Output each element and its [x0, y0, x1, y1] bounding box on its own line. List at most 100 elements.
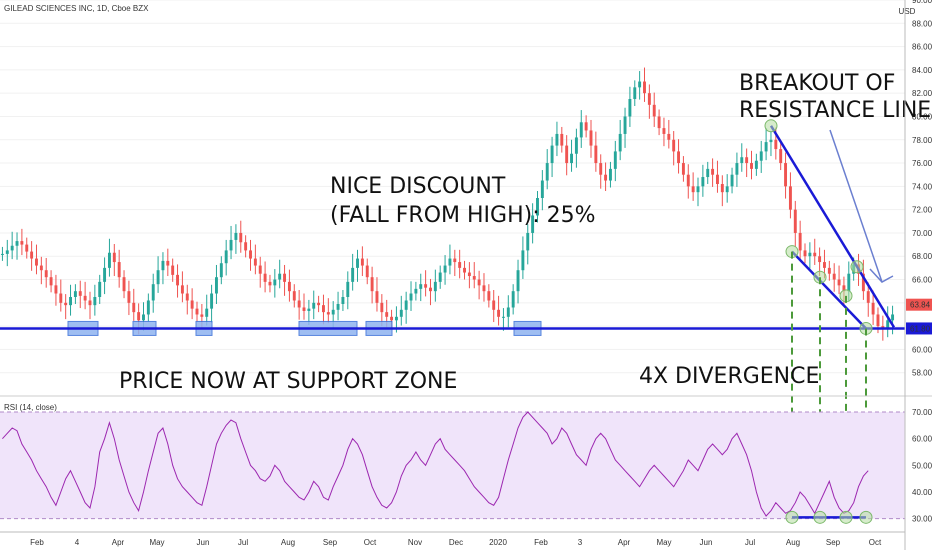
candle-body	[142, 314, 145, 321]
candle-body	[385, 312, 389, 317]
candle-body	[574, 137, 578, 154]
candle-body	[492, 300, 496, 310]
candle-body	[380, 302, 384, 313]
rsi-pivot-marker	[839, 510, 853, 524]
time-tick-label: Nov	[408, 538, 422, 547]
candle-body	[229, 239, 233, 251]
price-tick-label: 58.00	[912, 369, 932, 378]
candle-body	[263, 273, 267, 282]
candle-body	[458, 262, 462, 268]
rsi-pane: 30.00 40.00 50.00 60.00 70.00 RSI (14, close…	[0, 403, 932, 524]
candle-body	[652, 104, 656, 117]
time-tick-label: May	[149, 538, 164, 547]
candle-body	[224, 250, 228, 264]
price-tick-label: 70.00	[912, 229, 932, 238]
price-tick-label: 74.00	[912, 182, 932, 191]
candle-body	[730, 174, 734, 187]
candle-body	[584, 122, 588, 131]
candle-body	[633, 87, 637, 99]
price-tick-label: 76.00	[912, 159, 932, 168]
candle-body	[151, 284, 155, 301]
time-tick-label: Feb	[30, 538, 44, 547]
candle-body	[847, 273, 851, 292]
candle-body	[570, 153, 573, 164]
rsi-line	[2, 411, 869, 517]
candle-body	[30, 251, 34, 259]
time-tick-label: May	[656, 538, 671, 547]
candle-body	[798, 232, 802, 251]
candle-body	[239, 232, 243, 243]
candle-body	[803, 250, 807, 257]
candle-body	[244, 242, 248, 251]
candle-body	[754, 160, 758, 169]
candle-body	[234, 232, 238, 240]
breakout-annotation-line2: RESISTANCE LINE	[739, 98, 931, 123]
candle-body	[774, 139, 778, 150]
candle-body	[647, 93, 651, 105]
candle-body	[808, 252, 812, 257]
rsi-pivot-marker	[813, 510, 827, 524]
candle-body	[59, 293, 63, 303]
candle-body	[15, 241, 19, 246]
discount-annotation-line2: (FALL FROM HIGH): 25%	[330, 203, 596, 228]
symbol-title: GILEAD SCIENCES INC, 1D, Cboe BZX	[4, 4, 149, 13]
candle-body	[662, 128, 666, 134]
candle-body	[701, 177, 705, 187]
candle-body	[322, 305, 325, 313]
price-tick-label: 90.00	[912, 0, 932, 5]
candle-body	[171, 265, 175, 275]
candle-body	[511, 291, 515, 308]
candle-body	[375, 291, 379, 303]
candle-body	[214, 277, 218, 294]
candle-body	[769, 139, 773, 143]
candle-body	[268, 281, 272, 286]
candle-body	[20, 241, 24, 245]
time-tick-label: Apr	[618, 538, 631, 547]
candle-body	[477, 279, 481, 286]
candle-body	[501, 316, 505, 318]
currency-unit: USD	[899, 7, 916, 16]
candle-body	[161, 260, 165, 271]
candle-body	[526, 232, 530, 251]
candle-body	[336, 303, 340, 310]
candle-body	[360, 258, 364, 266]
price-tick-label: 78.00	[912, 136, 932, 145]
candle-body	[667, 133, 671, 140]
candle-body	[424, 284, 428, 288]
candle-body	[35, 258, 38, 266]
candle-body	[404, 300, 408, 310]
candle-body	[10, 245, 14, 251]
candle-body	[686, 174, 690, 187]
time-tick-label: Aug	[281, 538, 295, 547]
candle-body	[681, 163, 685, 175]
candle-body	[716, 174, 719, 185]
candle-body	[195, 308, 199, 315]
candle-body	[813, 252, 817, 257]
time-tick-label: Jul	[745, 538, 755, 547]
breakout-arrow-shaft	[829, 129, 883, 283]
candle-body	[73, 291, 77, 297]
candle-body	[429, 287, 432, 292]
price-tick-label: 72.00	[912, 206, 932, 215]
resistance-trendline	[769, 125, 896, 328]
candle-body	[83, 295, 87, 301]
candle-body	[44, 270, 48, 278]
candle-body	[536, 198, 539, 216]
candle-body	[613, 151, 617, 169]
candle-body	[278, 273, 282, 280]
candle-body	[39, 265, 43, 271]
candle-body	[691, 186, 695, 193]
candle-body	[594, 145, 598, 164]
candle-body	[137, 312, 141, 321]
support-price-value: 61.80	[910, 324, 931, 333]
candle-body	[623, 116, 627, 134]
time-tick-label: Feb	[534, 538, 548, 547]
rsi-overbought-oversold-band	[0, 412, 905, 519]
price-tick-label: 66.00	[912, 276, 932, 285]
candle-body	[5, 250, 9, 254]
candle-body	[78, 291, 82, 296]
candle-body	[122, 277, 126, 292]
candle-body	[599, 163, 603, 175]
candle-body	[107, 252, 111, 268]
rsi-title: RSI (14, close)	[4, 403, 57, 412]
